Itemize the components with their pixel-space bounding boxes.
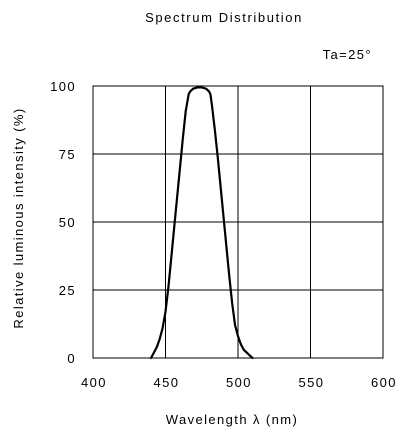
- grid-lines: [93, 86, 383, 358]
- chart-title: Spectrum Distribution: [145, 10, 303, 25]
- x-tick-label: 550: [299, 375, 325, 390]
- y-tick-label: 100: [50, 79, 76, 94]
- x-tick-label: 600: [371, 375, 397, 390]
- x-axis-label: Wavelength λ (nm): [166, 412, 298, 427]
- x-tick-label: 500: [226, 375, 252, 390]
- y-tick-label: 50: [59, 215, 76, 230]
- tick-labels: 400 450 500 550 600 0 25 50 75 100: [50, 79, 397, 390]
- x-tick-label: 400: [81, 375, 107, 390]
- spectrum-series-line: [149, 86, 254, 360]
- x-tick-label: 450: [154, 375, 180, 390]
- y-tick-label: 0: [67, 351, 76, 366]
- temperature-annotation: Ta=25°: [323, 47, 372, 62]
- plot-frame: [92, 85, 384, 359]
- series-group: [149, 86, 254, 360]
- y-tick-label: 75: [59, 147, 76, 162]
- y-axis-label: Relative luminous intensity (%): [11, 107, 26, 328]
- y-tick-label: 25: [59, 283, 76, 298]
